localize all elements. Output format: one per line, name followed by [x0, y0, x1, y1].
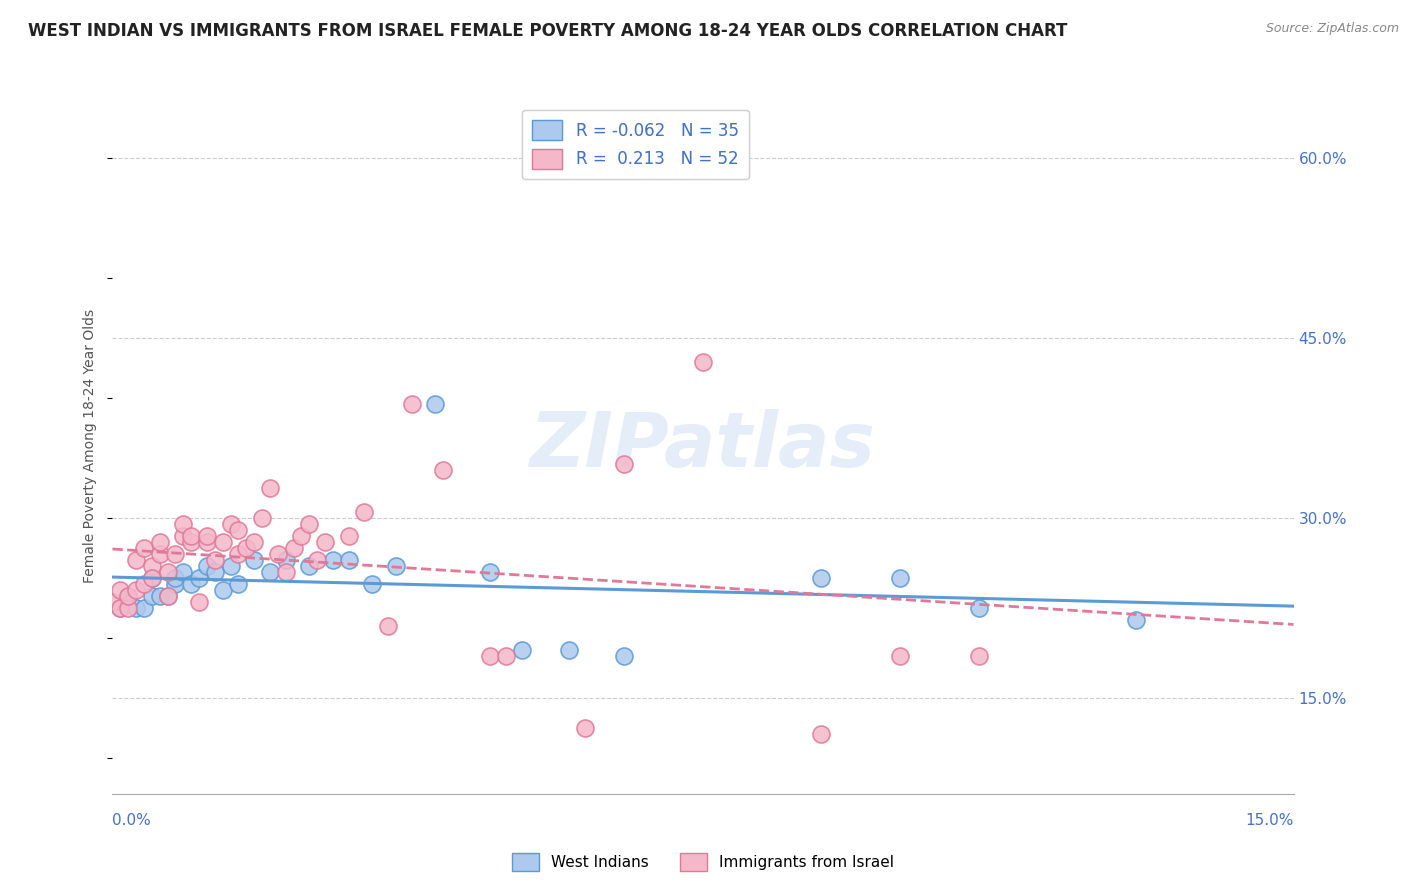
Point [219, 516, 242, 531]
Point [125, 582, 148, 597]
Point [228, 547, 250, 561]
Point [1125, 613, 1147, 627]
Point [510, 643, 533, 657]
Point [298, 558, 321, 573]
Point [180, 535, 202, 549]
Point [156, 589, 179, 603]
Point [125, 601, 148, 615]
Point [243, 553, 266, 567]
Point [172, 565, 194, 579]
Point [337, 553, 360, 567]
Point [228, 523, 250, 537]
Point [353, 505, 375, 519]
Point [101, 595, 124, 609]
Point [361, 577, 384, 591]
Point [290, 529, 312, 543]
Point [479, 648, 502, 663]
Point [156, 589, 179, 603]
Point [204, 553, 226, 567]
Point [132, 601, 155, 615]
Point [149, 535, 172, 549]
Text: ZIPatlas: ZIPatlas [530, 409, 876, 483]
Point [283, 541, 305, 555]
Legend: R = -0.062   N = 35, R =  0.213   N = 52: R = -0.062 N = 35, R = 0.213 N = 52 [523, 110, 749, 179]
Point [165, 577, 187, 591]
Point [156, 565, 179, 579]
Point [692, 355, 714, 369]
Point [558, 643, 581, 657]
Point [172, 529, 194, 543]
Point [188, 595, 211, 609]
Point [613, 457, 636, 471]
Point [117, 589, 139, 603]
Point [180, 577, 202, 591]
Y-axis label: Female Poverty Among 18-24 Year Olds: Female Poverty Among 18-24 Year Olds [83, 309, 97, 583]
Point [141, 571, 163, 585]
Point [243, 535, 266, 549]
Text: 0.0%: 0.0% [112, 814, 152, 828]
Point [613, 648, 636, 663]
Point [125, 553, 148, 567]
Point [810, 571, 832, 585]
Point [110, 601, 132, 615]
Point [889, 571, 911, 585]
Point [889, 648, 911, 663]
Point [967, 601, 990, 615]
Point [195, 535, 218, 549]
Point [298, 516, 321, 531]
Point [228, 577, 250, 591]
Point [250, 511, 273, 525]
Point [204, 565, 226, 579]
Point [810, 727, 832, 741]
Point [495, 648, 517, 663]
Point [267, 547, 290, 561]
Point [141, 589, 163, 603]
Point [307, 553, 329, 567]
Point [188, 571, 211, 585]
Point [172, 516, 194, 531]
Point [401, 397, 423, 411]
Point [132, 541, 155, 555]
Point [195, 558, 218, 573]
Point [274, 565, 297, 579]
Point [322, 553, 344, 567]
Point [425, 397, 447, 411]
Text: 15.0%: 15.0% [1246, 814, 1294, 828]
Point [110, 582, 132, 597]
Point [314, 535, 336, 549]
Text: WEST INDIAN VS IMMIGRANTS FROM ISRAEL FEMALE POVERTY AMONG 18-24 YEAR OLDS CORRE: WEST INDIAN VS IMMIGRANTS FROM ISRAEL FE… [28, 22, 1067, 40]
Point [274, 553, 297, 567]
Point [149, 547, 172, 561]
Point [259, 481, 281, 495]
Point [117, 589, 139, 603]
Point [337, 529, 360, 543]
Point [141, 571, 163, 585]
Point [432, 463, 454, 477]
Point [165, 571, 187, 585]
Point [132, 577, 155, 591]
Text: Source: ZipAtlas.com: Source: ZipAtlas.com [1265, 22, 1399, 36]
Point [211, 535, 233, 549]
Point [110, 601, 132, 615]
Point [141, 558, 163, 573]
Point [259, 565, 281, 579]
Point [195, 529, 218, 543]
Point [385, 558, 408, 573]
Point [117, 601, 139, 615]
Point [235, 541, 257, 555]
Point [377, 619, 399, 633]
Point [967, 648, 990, 663]
Point [574, 721, 596, 735]
Point [479, 565, 502, 579]
Point [219, 558, 242, 573]
Point [149, 589, 172, 603]
Point [211, 582, 233, 597]
Point [165, 547, 187, 561]
Point [180, 529, 202, 543]
